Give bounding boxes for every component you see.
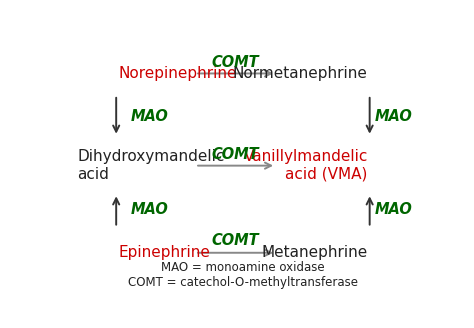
Text: MAO: MAO <box>374 202 412 217</box>
Text: COMT: COMT <box>212 233 259 248</box>
Text: MAO: MAO <box>130 202 168 217</box>
Text: Dihydroxymandelic
acid: Dihydroxymandelic acid <box>78 150 225 182</box>
Text: MAO: MAO <box>374 109 412 124</box>
Text: Normetanephrine: Normetanephrine <box>233 66 368 81</box>
Text: COMT: COMT <box>212 54 259 70</box>
Text: Vanillylmandelic
acid (VMA): Vanillylmandelic acid (VMA) <box>244 150 368 182</box>
Text: MAO = monoamine oxidase
COMT = catechol-O-methyltransferase: MAO = monoamine oxidase COMT = catechol-… <box>128 261 358 289</box>
Text: Metanephrine: Metanephrine <box>262 245 368 260</box>
Text: MAO: MAO <box>130 109 168 124</box>
Text: Norepinephrine: Norepinephrine <box>118 66 237 81</box>
Text: Epinephrine: Epinephrine <box>118 245 210 260</box>
Text: COMT: COMT <box>212 147 259 162</box>
